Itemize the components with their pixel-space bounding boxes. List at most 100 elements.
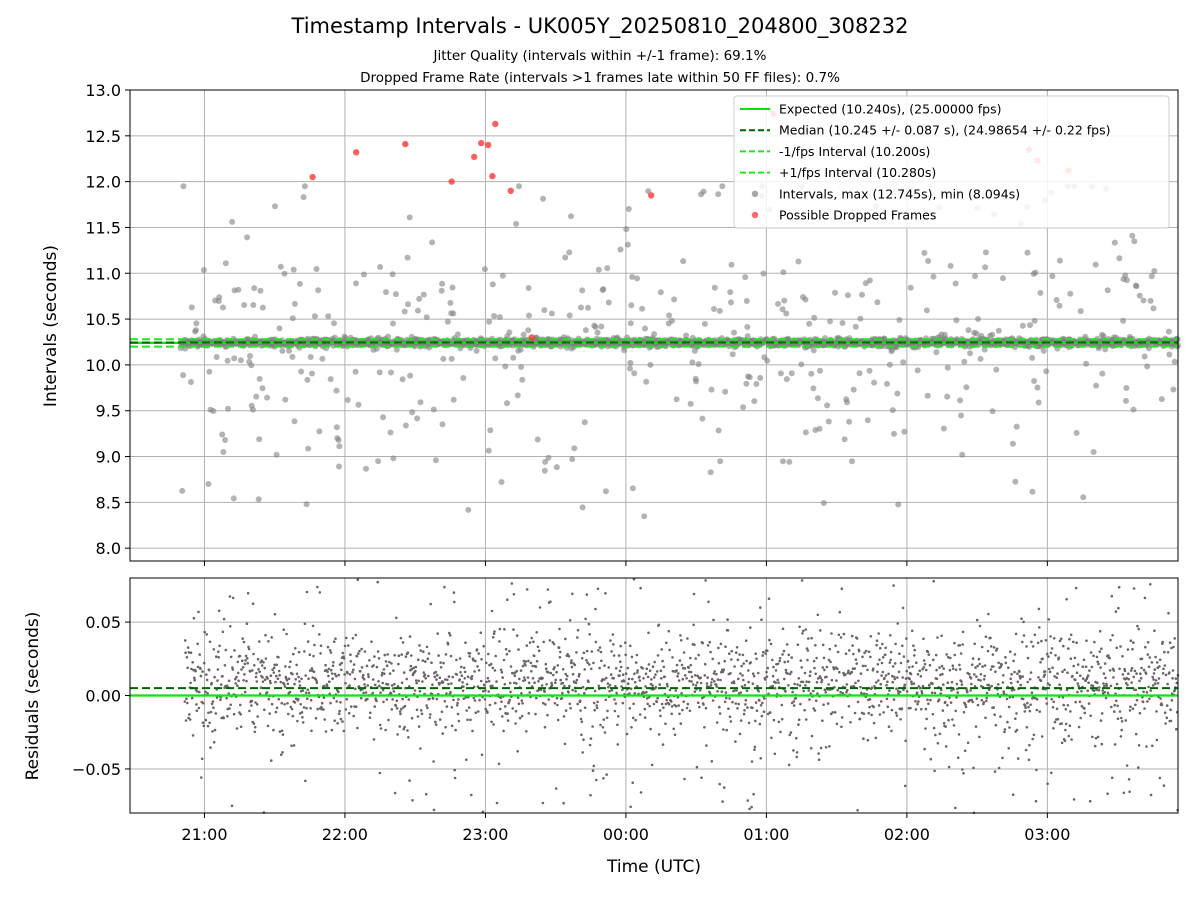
- residual-point: [689, 663, 692, 667]
- residual-point: [568, 684, 571, 688]
- residual-point: [739, 691, 743, 694]
- residual-point: [1050, 697, 1053, 701]
- residual-point: [222, 716, 225, 720]
- residual-point: [422, 650, 425, 653]
- residual-point: [890, 708, 894, 712]
- x-axis-label: Time (UTC): [606, 857, 701, 877]
- residual-point: [974, 666, 977, 669]
- residual-point: [1111, 634, 1114, 637]
- residual-point: [1040, 735, 1044, 738]
- residual-point: [705, 744, 708, 747]
- interval-point: [1158, 396, 1165, 403]
- interval-point: [229, 218, 236, 225]
- residual-point: [291, 672, 294, 676]
- residual-point: [473, 699, 477, 702]
- residual-point: [191, 734, 195, 737]
- interval-point: [621, 347, 628, 354]
- residual-point: [809, 747, 813, 750]
- residual-point: [790, 670, 793, 674]
- interval-point: [856, 370, 863, 377]
- residual-point: [1062, 644, 1065, 648]
- residual-point: [461, 681, 464, 684]
- residual-point: [894, 642, 897, 646]
- residual-point: [322, 696, 326, 699]
- interval-point: [651, 331, 658, 338]
- residual-point: [658, 709, 662, 712]
- residual-point: [304, 691, 308, 695]
- interval-point: [313, 266, 320, 272]
- interval-point: [700, 188, 707, 195]
- interval-point: [542, 458, 549, 465]
- residual-point: [463, 677, 467, 680]
- residual-point: [1066, 671, 1069, 674]
- residual-point: [927, 653, 931, 656]
- residual-point: [736, 658, 740, 662]
- residual-point: [442, 661, 445, 665]
- residual-point: [1030, 640, 1033, 644]
- residual-point: [645, 697, 649, 700]
- residual-point: [877, 632, 880, 635]
- residual-point: [429, 713, 432, 716]
- interval-point: [289, 315, 296, 322]
- interval-point: [540, 195, 547, 202]
- residual-point: [508, 649, 511, 653]
- residual-point: [922, 637, 925, 641]
- residual-point: [884, 646, 887, 650]
- residual-point: [330, 672, 334, 675]
- interval-point: [1029, 488, 1036, 495]
- residual-point: [274, 680, 277, 684]
- interval-point: [1151, 268, 1158, 274]
- residual-point: [530, 670, 533, 673]
- residual-point: [491, 684, 494, 688]
- residual-point: [693, 690, 697, 693]
- residual-point: [1002, 674, 1005, 677]
- residual-point: [1052, 727, 1055, 730]
- residual-point: [262, 661, 265, 664]
- residual-point: [1112, 676, 1115, 679]
- x-tick-label: 23:00: [462, 825, 508, 844]
- interval-point: [253, 393, 260, 400]
- residual-point: [821, 719, 824, 722]
- residual-point: [427, 652, 431, 655]
- residual-point: [449, 690, 452, 694]
- residual-point: [557, 646, 561, 649]
- residual-point: [861, 655, 864, 659]
- interval-point: [623, 226, 630, 233]
- residual-point: [390, 662, 393, 665]
- residual-point: [727, 707, 730, 710]
- residual-point: [1110, 776, 1114, 780]
- residual-point: [581, 685, 585, 689]
- residual-point: [559, 678, 562, 682]
- residual-point: [976, 664, 979, 668]
- residual-point: [728, 697, 731, 700]
- interval-point: [1165, 328, 1172, 335]
- residual-point: [1080, 704, 1084, 708]
- residual-point: [352, 668, 355, 672]
- residual-point: [810, 734, 814, 738]
- residual-point: [463, 670, 467, 674]
- residual-point: [1133, 669, 1137, 673]
- residual-point: [1063, 668, 1066, 672]
- interval-point: [516, 183, 522, 190]
- residual-point: [970, 698, 974, 702]
- residual-point: [754, 701, 758, 704]
- residual-point: [1137, 627, 1140, 631]
- residual-point: [633, 692, 637, 695]
- residual-point: [768, 711, 772, 714]
- residual-point: [482, 644, 486, 648]
- residual-point: [530, 636, 533, 640]
- residual-point: [431, 697, 435, 700]
- interval-point: [959, 451, 966, 458]
- interval-point: [1111, 239, 1118, 246]
- residual-point: [283, 685, 287, 688]
- residual-point: [450, 682, 453, 685]
- residual-point: [1093, 640, 1096, 644]
- residual-point: [606, 682, 610, 685]
- interval-point: [496, 314, 503, 321]
- residual-point: [217, 656, 220, 659]
- interval-point: [571, 445, 578, 452]
- residual-point: [452, 698, 455, 702]
- residual-point: [973, 673, 976, 676]
- interval-point: [641, 513, 648, 520]
- residual-point: [938, 732, 942, 736]
